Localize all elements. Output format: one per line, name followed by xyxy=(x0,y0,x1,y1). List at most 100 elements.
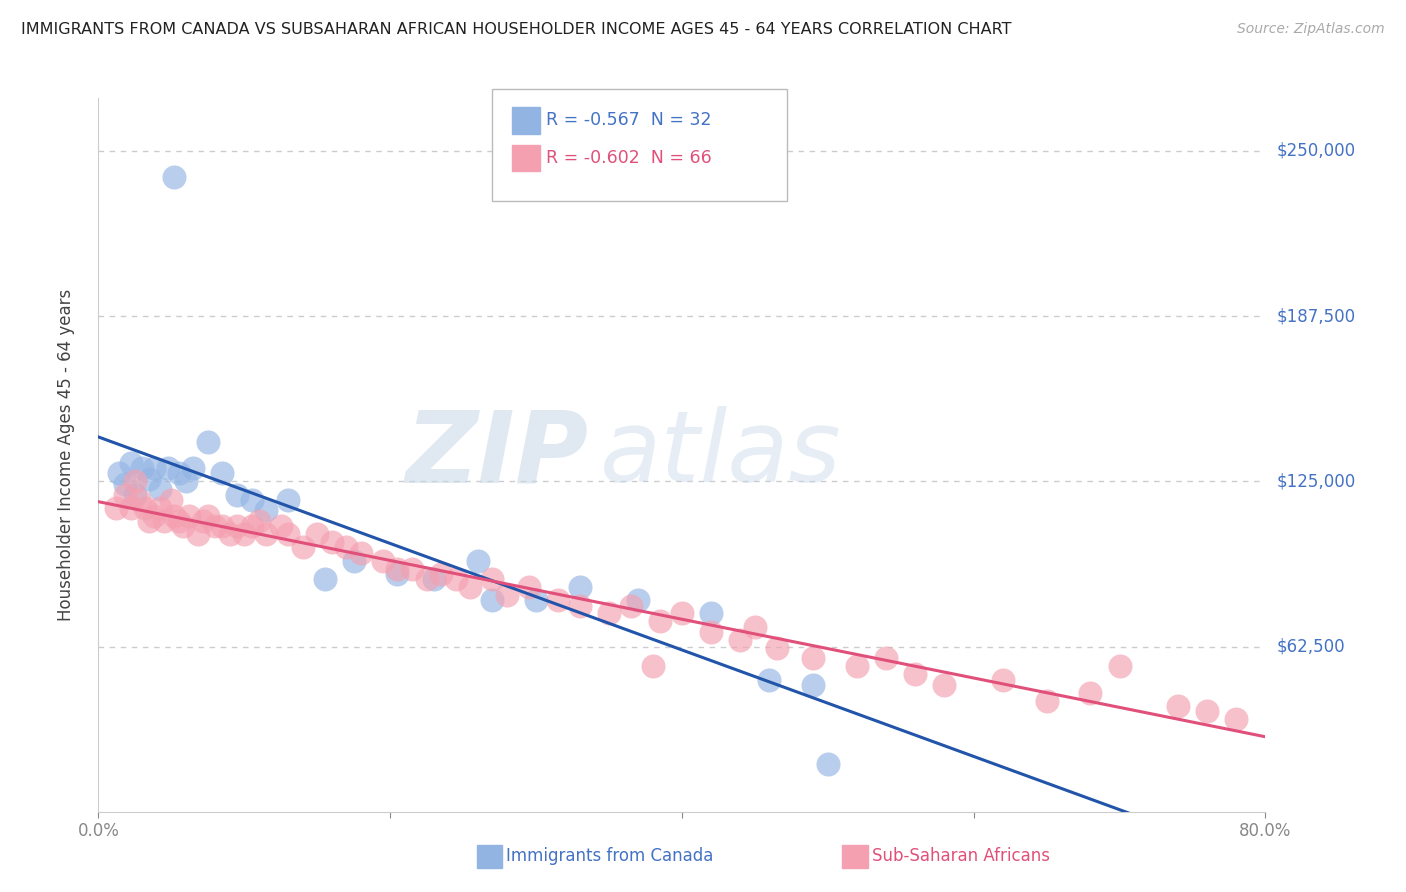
Point xyxy=(415,572,437,586)
Point xyxy=(481,593,503,607)
Point xyxy=(517,580,540,594)
Point xyxy=(163,508,186,523)
Point xyxy=(211,467,233,481)
Point xyxy=(277,527,299,541)
Point xyxy=(153,514,176,528)
Point xyxy=(114,477,136,491)
Point xyxy=(193,514,215,528)
Point xyxy=(444,572,467,586)
Point xyxy=(401,561,423,575)
Point xyxy=(495,588,517,602)
Point xyxy=(1225,712,1247,726)
Point xyxy=(934,678,956,692)
Point xyxy=(335,541,357,555)
Point xyxy=(291,541,314,555)
Point xyxy=(801,678,824,692)
Point xyxy=(240,519,263,533)
Point xyxy=(167,514,190,528)
Point xyxy=(1167,698,1189,713)
Point xyxy=(233,527,256,541)
Point xyxy=(627,593,650,607)
Text: Immigrants from Canada: Immigrants from Canada xyxy=(506,847,713,865)
Point xyxy=(138,514,160,528)
Point xyxy=(1080,686,1102,700)
Point xyxy=(1108,659,1130,673)
Point xyxy=(157,461,180,475)
Point xyxy=(991,673,1014,687)
Point xyxy=(108,467,131,481)
Text: R = -0.567  N = 32: R = -0.567 N = 32 xyxy=(546,112,711,129)
Point xyxy=(124,475,146,489)
Text: R = -0.602  N = 66: R = -0.602 N = 66 xyxy=(546,149,711,167)
Point xyxy=(904,667,927,681)
Text: IMMIGRANTS FROM CANADA VS SUBSAHARAN AFRICAN HOUSEHOLDER INCOME AGES 45 - 64 YEA: IMMIGRANTS FROM CANADA VS SUBSAHARAN AFR… xyxy=(21,22,1011,37)
Point xyxy=(765,640,787,655)
Point xyxy=(218,527,240,541)
Point xyxy=(547,593,569,607)
Point xyxy=(460,580,482,594)
Text: $250,000: $250,000 xyxy=(1277,142,1355,160)
Point xyxy=(845,659,868,673)
Point xyxy=(177,508,200,523)
Point xyxy=(204,519,226,533)
Point xyxy=(181,461,204,475)
Point xyxy=(620,599,643,613)
Point xyxy=(343,554,366,568)
Point xyxy=(254,527,277,541)
Text: atlas: atlas xyxy=(600,407,842,503)
Point xyxy=(120,500,142,515)
Point xyxy=(142,461,165,475)
Point xyxy=(197,434,219,449)
Point xyxy=(240,492,263,507)
Text: ZIP: ZIP xyxy=(405,407,589,503)
Point xyxy=(728,632,751,647)
Point xyxy=(104,500,127,515)
Point xyxy=(671,607,693,621)
Point xyxy=(700,607,723,621)
Point xyxy=(801,651,824,665)
Point xyxy=(350,546,373,560)
Point xyxy=(114,487,136,501)
Y-axis label: Householder Income Ages 45 - 64 years: Householder Income Ages 45 - 64 years xyxy=(56,289,75,621)
Point xyxy=(149,483,172,497)
Point xyxy=(197,508,219,523)
Point xyxy=(321,535,343,549)
Point xyxy=(128,492,150,507)
Point xyxy=(138,472,160,486)
Point xyxy=(187,527,209,541)
Point xyxy=(481,572,503,586)
Point xyxy=(163,170,186,185)
Point xyxy=(172,519,194,533)
Point xyxy=(211,519,233,533)
Text: Sub-Saharan Africans: Sub-Saharan Africans xyxy=(872,847,1050,865)
Point xyxy=(700,625,723,640)
Text: $187,500: $187,500 xyxy=(1277,307,1355,326)
Point xyxy=(387,561,409,575)
Point xyxy=(758,673,780,687)
Point xyxy=(149,500,172,515)
Point xyxy=(648,615,671,629)
Point xyxy=(314,572,336,586)
Point xyxy=(120,456,142,470)
Text: $62,500: $62,500 xyxy=(1277,638,1346,656)
Text: $125,000: $125,000 xyxy=(1277,473,1355,491)
Point xyxy=(387,566,409,581)
Point xyxy=(568,599,591,613)
Point xyxy=(524,593,547,607)
Point xyxy=(277,492,299,507)
Point xyxy=(641,659,664,673)
Point xyxy=(160,492,183,507)
Point xyxy=(817,757,839,772)
Point xyxy=(226,487,249,501)
Point xyxy=(142,508,165,523)
Point xyxy=(430,566,453,581)
Point xyxy=(174,475,197,489)
Point xyxy=(744,620,766,634)
Point xyxy=(226,519,249,533)
Point xyxy=(1035,694,1057,708)
Point xyxy=(568,580,591,594)
Point xyxy=(270,519,292,533)
Point xyxy=(423,572,446,586)
Point xyxy=(247,514,270,528)
Point xyxy=(124,487,146,501)
